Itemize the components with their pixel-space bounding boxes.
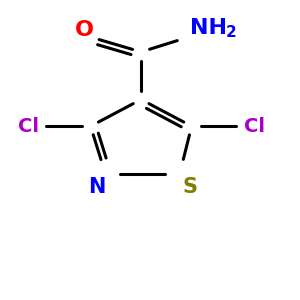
Text: S: S [183, 177, 198, 197]
Text: NH: NH [190, 18, 227, 38]
Text: Cl: Cl [18, 117, 39, 136]
Text: 2: 2 [226, 25, 236, 40]
Text: O: O [75, 20, 94, 40]
Text: N: N [88, 177, 105, 197]
Text: Cl: Cl [244, 117, 265, 136]
